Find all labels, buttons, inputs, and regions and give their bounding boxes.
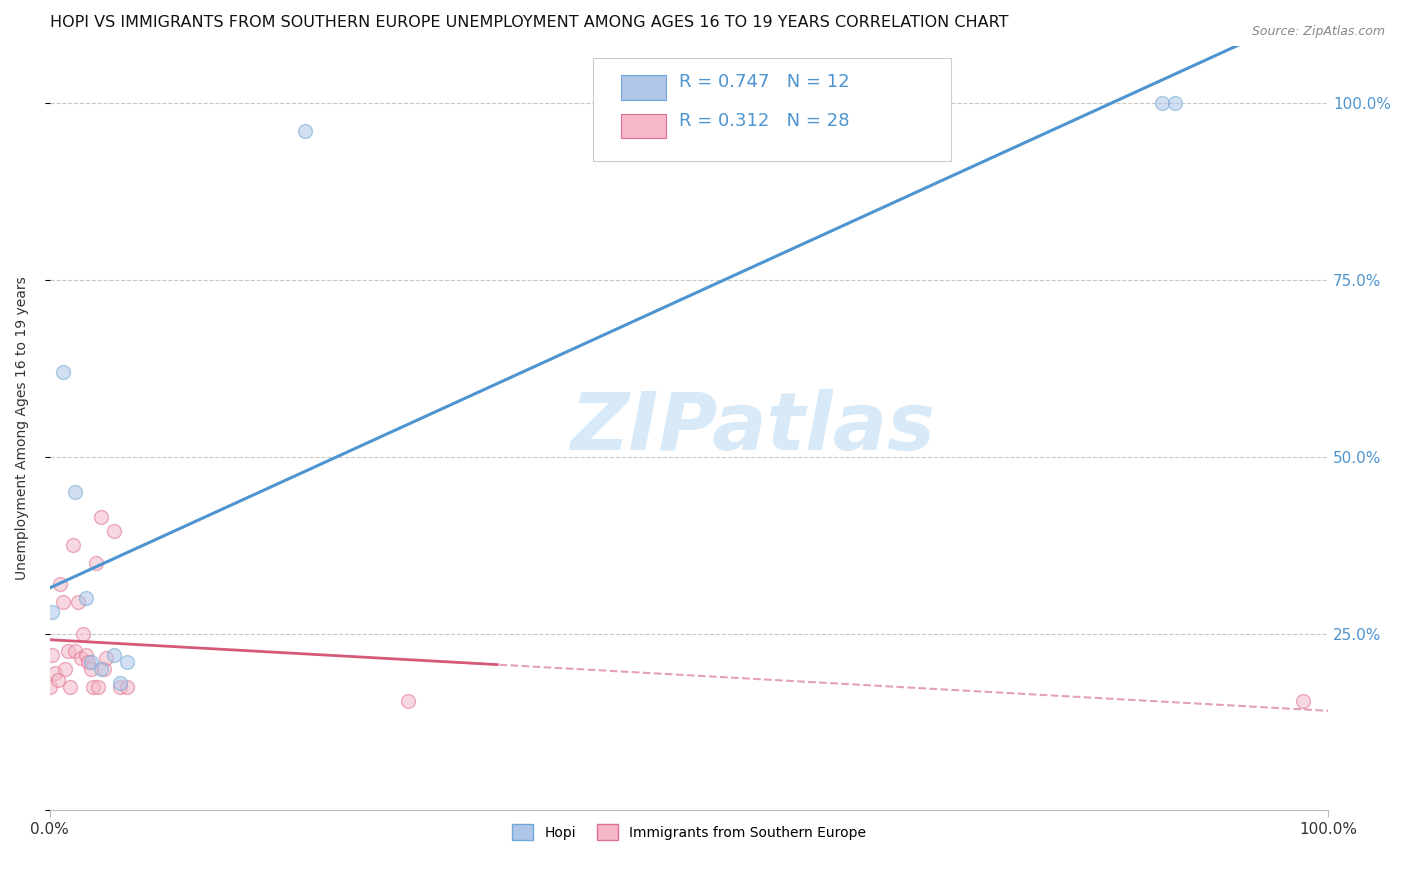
Point (53, 662, 76, 676)
Point (115, 680, 138, 694)
Text: R = 0.747   N = 12: R = 0.747 N = 12 (679, 73, 849, 91)
Point (396, 694, 419, 708)
Point (90, 509, 112, 524)
Point (87, 680, 110, 694)
Point (103, 648, 125, 662)
Point (75, 648, 97, 662)
Point (1291, 694, 1313, 708)
Point (108, 676, 131, 690)
Text: Source: ZipAtlas.com: Source: ZipAtlas.com (1251, 25, 1385, 38)
Point (72, 626, 94, 640)
Point (66, 595, 89, 609)
Point (80, 655, 103, 669)
Point (75, 591, 97, 606)
Point (84, 556, 107, 570)
FancyBboxPatch shape (621, 113, 666, 138)
Text: R = 0.312   N = 28: R = 0.312 N = 28 (679, 112, 849, 129)
Point (59, 680, 82, 694)
Point (44, 665, 66, 680)
Point (1164, 96, 1187, 111)
Point (108, 680, 131, 694)
Point (65, 644, 87, 658)
Point (115, 655, 138, 669)
Point (52, 595, 75, 609)
Point (94, 651, 117, 665)
Point (69, 651, 91, 665)
Point (49, 577, 72, 591)
Point (38, 680, 60, 694)
Text: HOPI VS IMMIGRANTS FROM SOUTHERN EUROPE UNEMPLOYMENT AMONG AGES 16 TO 19 YEARS C: HOPI VS IMMIGRANTS FROM SOUTHERN EUROPE … (49, 15, 1008, 30)
Y-axis label: Unemployment Among Ages 16 to 19 years: Unemployment Among Ages 16 to 19 years (15, 277, 30, 581)
Point (41, 648, 63, 662)
Point (46, 673, 69, 687)
FancyBboxPatch shape (621, 76, 666, 100)
Point (294, 124, 316, 138)
FancyBboxPatch shape (593, 58, 950, 161)
Point (93, 662, 115, 676)
Point (52, 365, 75, 379)
Point (62, 538, 84, 552)
Point (65, 485, 87, 500)
Point (56, 644, 79, 658)
Point (103, 524, 125, 538)
Legend: Hopi, Immigrants from Southern Europe: Hopi, Immigrants from Southern Europe (506, 819, 872, 846)
Point (82, 680, 104, 694)
Point (1150, 96, 1173, 111)
Point (77, 655, 100, 669)
Point (41, 606, 63, 620)
Point (90, 662, 112, 676)
Point (80, 662, 103, 676)
Text: ZIPatlas: ZIPatlas (571, 390, 935, 467)
